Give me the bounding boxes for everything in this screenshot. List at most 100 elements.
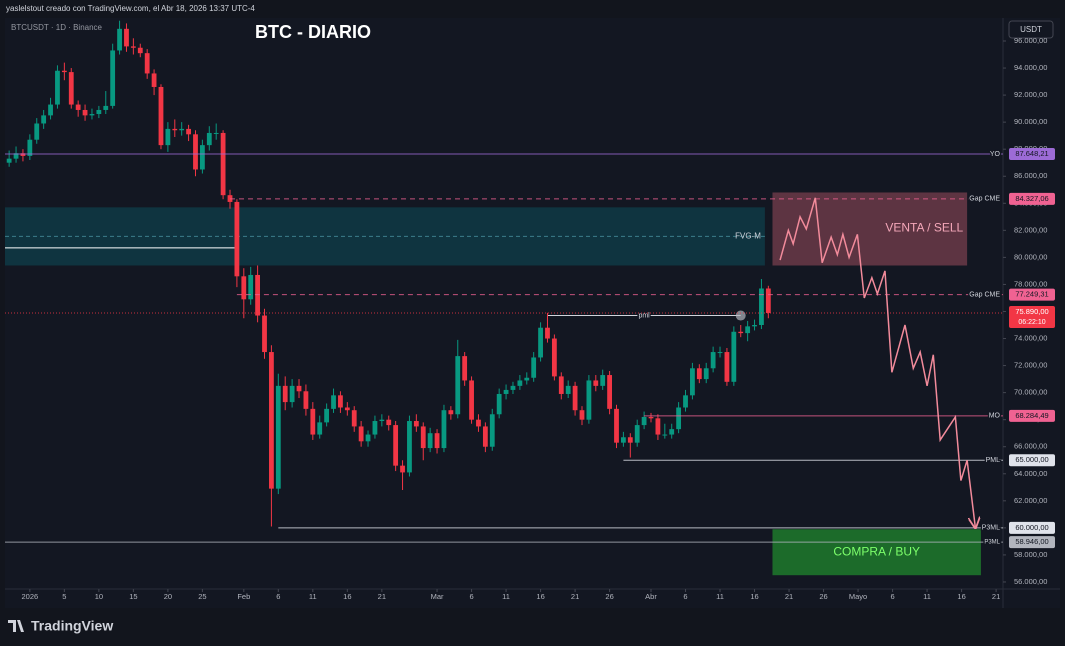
- level-badge: [1009, 536, 1055, 549]
- candle-body: [579, 410, 585, 420]
- candle-body: [614, 408, 619, 443]
- level-badge-label: 77.249,31: [1015, 290, 1048, 299]
- candle-body: [696, 368, 702, 380]
- candle-body: [455, 356, 461, 415]
- x-tick-label: 21: [378, 592, 386, 601]
- candle-body: [144, 53, 150, 74]
- candle-body: [186, 128, 191, 135]
- level-name: Gap CME: [969, 196, 1000, 203]
- candle-body: [282, 385, 288, 403]
- candle-body: [489, 414, 495, 447]
- candle-body: [586, 380, 592, 420]
- candle-body: [752, 325, 757, 327]
- candle-body: [158, 86, 164, 146]
- candle-body: [607, 375, 612, 409]
- level-name: PML: [986, 457, 1001, 464]
- candle-body: [427, 433, 433, 449]
- candle-body: [379, 419, 385, 422]
- x-tick-label: 15: [129, 592, 137, 601]
- candle-body: [331, 395, 336, 409]
- x-tick-label: 11: [309, 592, 317, 601]
- candle-body: [531, 357, 537, 378]
- header: yaslelstout creado con TradingView.com, …: [6, 4, 255, 13]
- candle-body: [151, 73, 157, 87]
- drawn-line-anchor: [735, 310, 746, 321]
- level-badge-label: 68.284,49: [1015, 411, 1048, 420]
- zone: [772, 192, 968, 266]
- forecast-path: [779, 197, 975, 528]
- level-badge: [1009, 288, 1055, 301]
- candle-body: [269, 352, 274, 489]
- x-tick-label: 11: [502, 592, 510, 601]
- candle-body: [179, 128, 185, 131]
- countdown: 06:22:10: [1018, 319, 1045, 326]
- candle-body: [627, 437, 633, 443]
- candle-body: [662, 434, 668, 436]
- candle-body: [717, 352, 723, 354]
- candle-body: [641, 416, 647, 426]
- candle-body: [117, 28, 122, 51]
- y-tick-label: 96.000,00: [1014, 36, 1047, 45]
- candle-body: [48, 104, 53, 116]
- candle-body: [558, 376, 564, 394]
- y-tick-label: 82.000,00: [1014, 225, 1047, 234]
- candle-body: [551, 338, 557, 377]
- candle-body: [255, 274, 261, 316]
- candle-body: [289, 385, 295, 403]
- candle-body: [407, 421, 412, 473]
- candle-body: [572, 385, 578, 411]
- level-name: Gap CME: [969, 291, 1000, 298]
- candle-body: [655, 418, 661, 435]
- symbol: BTCUSDT · 1D · Binance: [11, 23, 103, 32]
- zone-label: COMPRA / BUY: [833, 544, 920, 558]
- drawn-line-label: pml: [638, 312, 650, 319]
- candle-body: [165, 128, 171, 146]
- x-tick-label: 16: [343, 592, 351, 601]
- candle-body: [172, 128, 178, 131]
- candle-body: [296, 385, 302, 392]
- y-tick-label: 78.000,00: [1014, 279, 1047, 288]
- candle-body: [6, 158, 12, 163]
- candle-body: [538, 327, 543, 358]
- x-tick-label: Feb: [237, 592, 250, 601]
- candle-body: [220, 132, 226, 196]
- candle-body: [103, 105, 109, 110]
- candle-body: [634, 425, 640, 443]
- x-tick-label: 21: [992, 592, 1000, 601]
- x-tick-label: 6: [469, 592, 473, 601]
- candle-body: [34, 123, 40, 140]
- candle-body: [262, 315, 267, 353]
- candle-body: [482, 426, 488, 447]
- x-tick-label: Abr: [645, 592, 657, 601]
- candle-body: [324, 408, 330, 423]
- zone-label: VENTA / SELL: [885, 221, 963, 235]
- y-tick-label: 70.000,00: [1014, 388, 1047, 397]
- candle-body: [600, 375, 606, 386]
- y-tick-label: 58.000,00: [1014, 550, 1047, 559]
- candle-body: [130, 46, 136, 48]
- candle-body: [393, 425, 399, 466]
- x-tick-label: 5: [62, 592, 66, 601]
- currency-box: [1008, 20, 1054, 39]
- candle-body: [303, 391, 309, 409]
- x-tick-label: 16: [957, 592, 965, 601]
- candle-body: [193, 134, 198, 170]
- y-tick-label: 74.000,00: [1014, 334, 1047, 343]
- level-badge: [1009, 409, 1055, 422]
- candle-body: [358, 426, 364, 442]
- candle-body: [503, 389, 509, 394]
- candle-body: [386, 419, 392, 426]
- candle-body: [745, 326, 751, 334]
- candle-body: [448, 410, 454, 415]
- candle-body: [82, 109, 88, 116]
- candle-body: [110, 50, 116, 106]
- level-badge: [1009, 521, 1055, 534]
- x-tick-label: 11: [923, 592, 931, 601]
- candle-body: [89, 114, 95, 116]
- level-name: P3ML: [984, 540, 1000, 546]
- level-name: P3ML: [982, 525, 1000, 532]
- candle-body: [27, 139, 33, 156]
- candle-body: [413, 421, 419, 427]
- candle-body: [400, 465, 405, 473]
